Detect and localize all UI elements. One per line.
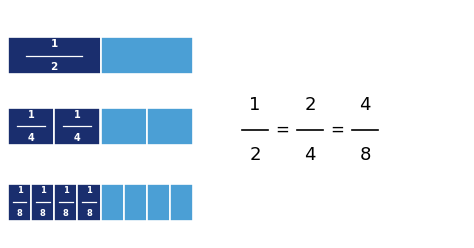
Text: 8: 8 [359, 146, 371, 164]
Bar [77, 184, 100, 221]
Text: 8: 8 [86, 209, 92, 218]
Text: =: = [330, 121, 344, 139]
Text: 2: 2 [249, 146, 261, 164]
Bar [8, 184, 31, 221]
Text: 2: 2 [304, 96, 316, 114]
Text: 4: 4 [74, 133, 81, 143]
Text: 4: 4 [28, 133, 35, 143]
Text: 4: 4 [359, 96, 371, 114]
Text: 1: 1 [74, 110, 81, 120]
Bar [100, 37, 193, 74]
Bar [31, 184, 54, 221]
Text: 8: 8 [40, 209, 46, 218]
Text: 1: 1 [63, 186, 69, 195]
Bar [54, 184, 77, 221]
Text: =: = [275, 121, 289, 139]
Bar [8, 37, 100, 74]
Bar [8, 108, 54, 145]
Text: 1: 1 [249, 96, 261, 114]
Text: 8: 8 [63, 209, 69, 218]
Text: 2: 2 [51, 62, 58, 72]
Bar [147, 184, 170, 221]
Text: 1: 1 [51, 39, 58, 49]
Bar [170, 184, 193, 221]
Text: 1: 1 [40, 186, 46, 195]
Bar [147, 108, 193, 145]
Bar [100, 108, 147, 145]
Text: 8: 8 [17, 209, 22, 218]
Text: 1: 1 [86, 186, 92, 195]
Text: 1: 1 [17, 186, 22, 195]
Text: 1: 1 [28, 110, 35, 120]
Bar [100, 184, 124, 221]
Text: 4: 4 [304, 146, 316, 164]
Bar [54, 108, 100, 145]
Bar [124, 184, 147, 221]
